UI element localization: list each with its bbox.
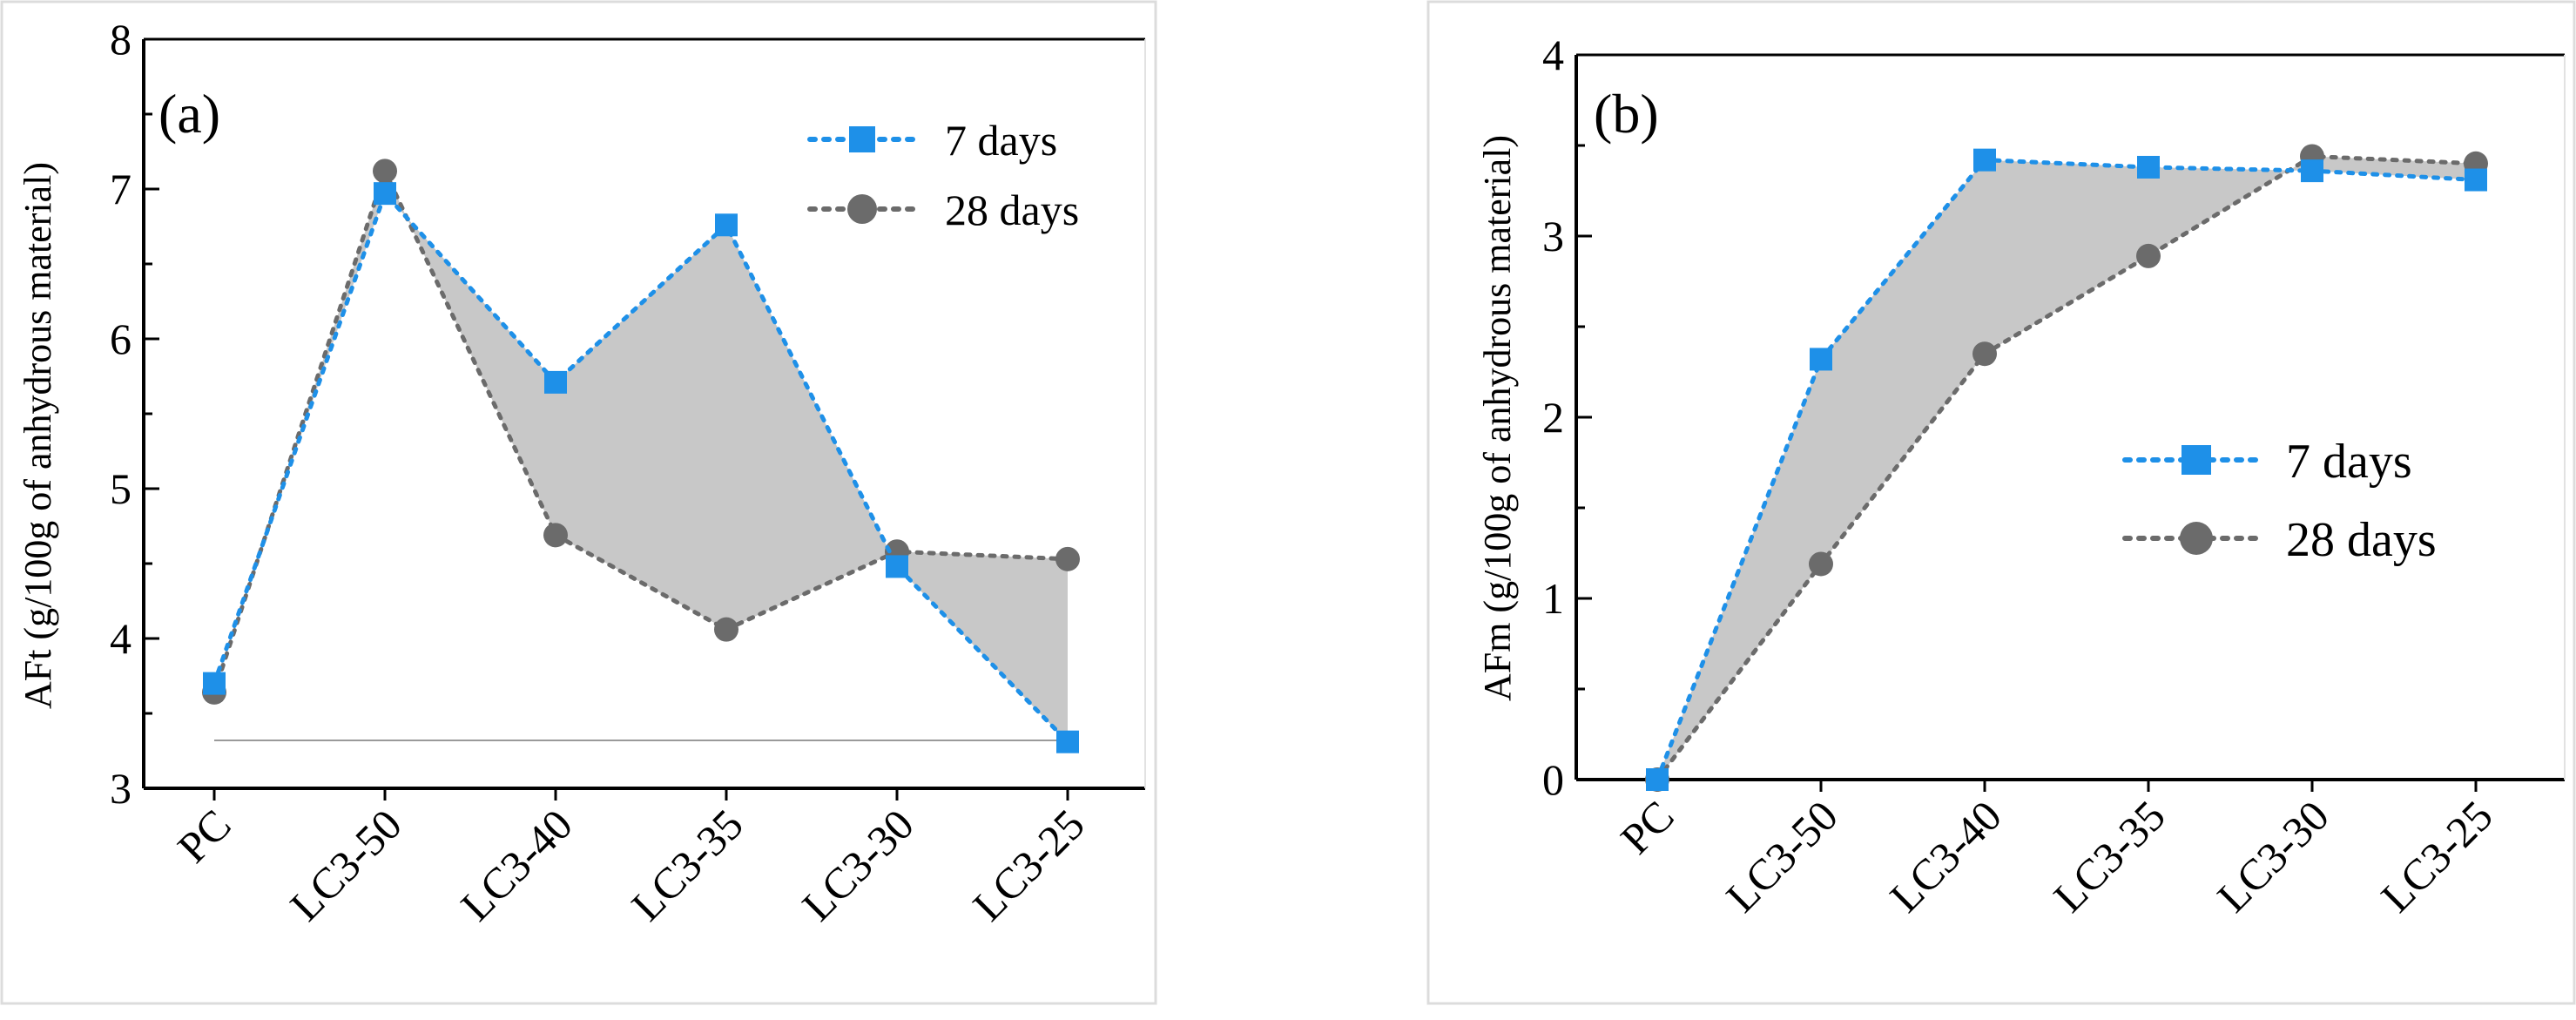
panel-b: 0 1 2 3 4 PC LC3-50 LC3-40 LC3-35 LC3-30 LC3-25 (b…: [1426, 0, 2576, 1005]
x-tick-label-b: LC3-30: [2208, 791, 2338, 922]
series-line-b-1: [1655, 153, 2478, 782]
data-point-a-7days: [886, 555, 908, 578]
data-point-a-28days: [1055, 546, 1080, 571]
x-tick-label-a: LC3-40: [451, 800, 582, 930]
series-line-a-0: [212, 189, 1070, 745]
y-tick-label-b: 1: [1542, 574, 1564, 623]
legend-b-28days-label: 28 days: [2286, 513, 2437, 567]
legend-a-28days-label: 28 days: [945, 186, 1079, 234]
data-point-a-28days: [543, 523, 568, 548]
x-tick-label-a: LC3-50: [280, 800, 411, 930]
panel-b-series-group: [1645, 144, 2488, 792]
panel-a-label: (a): [158, 83, 220, 145]
panel-a-series-group: [202, 159, 1080, 753]
series-line-b-0: [1655, 158, 2478, 782]
x-tick-label-b: LC3-35: [2044, 791, 2175, 922]
legend-b-7days-label: 7 days: [2286, 435, 2412, 489]
data-point-a-7days: [203, 672, 226, 695]
data-point-b-7days: [2137, 155, 2160, 179]
x-tick-label-a: LC3-25: [963, 800, 1094, 930]
legend-a-7days-marker: [849, 126, 875, 152]
y-tick-label-b: 4: [1542, 30, 1564, 79]
x-tick-label-b: LC3-50: [1716, 791, 1847, 922]
data-point-b-7days: [2465, 168, 2487, 192]
data-point-b-7days: [2301, 159, 2323, 183]
legend-a-28days-marker: [847, 194, 877, 224]
y-tick-label-a: 5: [110, 464, 131, 513]
panel-b-y-axis-title: AFm (g/100g of anhydrous material): [1476, 135, 1519, 701]
y-tick-label-a: 3: [110, 764, 131, 813]
data-point-a-7days: [544, 370, 567, 394]
y-tick-label-b: 0: [1542, 755, 1564, 804]
x-tick-label-a: LC3-35: [622, 800, 752, 930]
x-tick-label-a: PC: [168, 800, 240, 872]
x-tick-label-b: LC3-40: [1880, 791, 2011, 922]
data-point-b-28days: [1809, 551, 1833, 577]
series-line-a-1: [212, 165, 1070, 695]
y-tick-label-b: 2: [1542, 393, 1564, 442]
legend-b-7days-marker: [2182, 445, 2211, 475]
shaded-area-a: [214, 171, 1068, 742]
data-point-a-7days: [715, 213, 738, 237]
data-point-b-7days: [1973, 148, 1996, 172]
data-point-a-7days: [374, 182, 396, 206]
y-tick-label-a: 8: [110, 15, 131, 64]
data-point-b-28days: [1972, 341, 1997, 367]
panel-b-label: (b): [1594, 83, 1659, 145]
panel-b-legend: 7 days 28 days: [2122, 435, 2437, 567]
data-point-a-28days: [373, 159, 397, 184]
x-tick-label-a: LC3-30: [792, 800, 923, 930]
legend-a-7days-label: 7 days: [945, 116, 1057, 165]
x-tick-label-b: LC3-25: [2371, 791, 2502, 922]
data-point-a-28days: [714, 617, 738, 642]
data-point-b-7days: [1810, 348, 1832, 371]
x-tick-label-b: PC: [1611, 791, 1683, 863]
panel-a-frame: [0, 0, 1157, 1005]
data-point-b-28days: [2136, 243, 2161, 268]
y-tick-label-a: 6: [110, 314, 131, 363]
y-tick-label-a: 7: [110, 165, 131, 213]
panel-a: 3 4 5 6 7 8 PC LC3-50 LC3-40 LC3-35 LC3-30 LC3-25 (…: [0, 0, 1157, 1005]
legend-b-28days-marker: [2180, 522, 2213, 555]
panel-b-frame: [1426, 0, 2576, 1005]
panel-a-legend: 7 days 28 days: [807, 116, 1079, 234]
data-point-a-7days: [1056, 730, 1079, 753]
panel-a-shaded-area-group: [214, 171, 1068, 742]
y-tick-label-a: 4: [110, 614, 131, 663]
data-point-b-7days: [1646, 768, 1669, 791]
y-tick-label-b: 3: [1542, 212, 1564, 260]
panel-a-y-axis-title: AFt (g/100g of anhydrous material): [17, 162, 59, 709]
